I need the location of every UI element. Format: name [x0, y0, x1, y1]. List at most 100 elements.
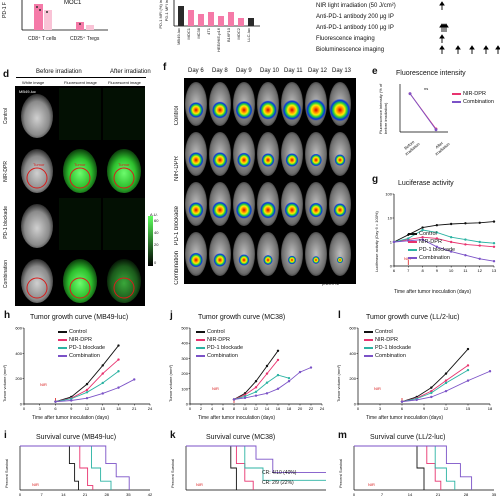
panel-f: Day 6 Day 8 Day 9 Day 10 Day 11 Day 12 D…: [172, 66, 358, 290]
data-point: [421, 226, 424, 229]
panel-b-xlabel: MOC2: [236, 28, 241, 40]
panel-j-label: j: [170, 310, 173, 321]
data-point: [287, 376, 291, 380]
day-label: Day 10: [260, 68, 280, 74]
panel-d-model: MB49-luc: [19, 89, 36, 94]
legend-label: NIR-DPR: [463, 91, 486, 97]
day-label: Day 6: [188, 68, 204, 74]
survival-curve: [20, 445, 79, 490]
panel-f-days: Day 6 Day 8 Day 9 Day 10 Day 11 Day 12 D…: [186, 66, 358, 76]
legend-label: Combination: [463, 99, 494, 105]
image-row-pd1: [21, 198, 145, 250]
bio-signal: [188, 101, 204, 119]
data-point: [430, 395, 433, 399]
image-row-nir-dpr: [21, 149, 141, 193]
series-line: [55, 359, 119, 403]
legend-label: PD-1 blockade: [207, 345, 244, 351]
panel-g-legend: Control NIR-DPR PD-1 blockade Combinatio…: [408, 230, 455, 262]
panel-c-row: Bioluminescence imaging: [316, 47, 385, 53]
data-point: [444, 372, 448, 375]
panel-f-row-label: PD-1 blockade: [174, 206, 180, 246]
day-label: Day 11: [284, 68, 303, 74]
data-point: [466, 347, 470, 351]
data-point: [444, 379, 448, 382]
x-tick-label: 13: [492, 268, 497, 273]
series-line: [233, 374, 290, 400]
panel-c-row: NIR light irradiation (50 J/cm²): [316, 3, 396, 9]
x-tick-label: 14: [61, 492, 66, 497]
x-tick-label: 15: [101, 406, 106, 411]
panel-d: Before irradiation After irradiation Whi…: [0, 66, 160, 306]
data-point: [492, 220, 496, 223]
data-point: [444, 389, 448, 393]
y-tick-label: 1: [390, 240, 393, 245]
data-point: [466, 379, 470, 382]
data-point: [265, 364, 269, 368]
data-point: [117, 344, 120, 347]
data-point: [434, 128, 438, 132]
panel-b-xlabel: MB49-luc: [176, 28, 181, 45]
series-line: [401, 369, 469, 403]
panel-b-xlabel: MOC1: [186, 28, 191, 40]
panel-h-chart: 600 400 200 00 3 6 9 12 15 18 21 24: [15, 326, 153, 412]
y-tick-label: 0: [20, 402, 23, 407]
bio-signal: [189, 252, 203, 268]
y-tick-label: 400: [15, 351, 22, 356]
day-label: Day 8: [212, 68, 228, 74]
panel-f-scale-label: p/s/cm²/sr: [322, 281, 340, 286]
panel-i-title: Survival curve (MB49-luc): [36, 434, 117, 441]
panel-b-xlabel: MC38: [196, 28, 201, 39]
bio-signal: [212, 101, 228, 119]
panel-h-label: h: [4, 310, 11, 321]
x-tick-label: 7: [41, 492, 44, 497]
panel-d-label: d: [3, 69, 10, 80]
tumor-label: Tumor: [118, 162, 130, 167]
day-label: Day 9: [236, 68, 252, 74]
panel-g: 100 10 1 0 6 7 8 9 10 11 12 13 Luciferase activity …: [372, 188, 500, 296]
survival-curve: [354, 445, 473, 490]
panel-a: PD-1 F MOC1 CD8⁺ T cells CD25⁺ Tregs: [0, 0, 110, 55]
panel-d-row-label: Control: [3, 108, 9, 125]
panel-g-xlabel: Time after tumor inoculation (days): [394, 289, 472, 295]
data-point: [276, 349, 280, 352]
x-tick-label: 9: [423, 406, 426, 411]
survival-curve: [20, 445, 94, 490]
y-tick-label: 0: [390, 264, 393, 269]
panel-m-nir: NIR: [368, 482, 375, 487]
legend-label: Combination: [375, 353, 406, 359]
data-point: [243, 396, 247, 400]
x-tick-label: 11: [463, 268, 468, 273]
bio-signal: [306, 99, 326, 121]
survival-curve: [186, 445, 237, 490]
series-line: [55, 379, 135, 403]
panel-m-title: Survival curve (LL/2-luc): [370, 434, 446, 441]
panel-m-ylabel: Percent Survival: [338, 458, 343, 488]
bio-mouse: [329, 132, 351, 176]
panel-f-row-label: Combination: [174, 251, 180, 285]
data-point: [276, 358, 280, 362]
data-point: [421, 236, 424, 239]
bio-signal: [284, 201, 300, 219]
panel-d-col-fluo2: Fluorescent image: [108, 80, 141, 85]
panel-c-row: Anti-PD-1 antibody 100 μg IP: [316, 25, 394, 31]
data-point: [466, 364, 470, 367]
panel-b-xlabel: B16F10: [226, 28, 231, 43]
image-row-control: [21, 88, 145, 140]
bar-cd8-pink: [34, 4, 43, 30]
data-point: [444, 381, 448, 385]
y-tick-label: 600: [15, 326, 22, 331]
panel-k-annot1: CR: 4/10 (40%): [262, 470, 297, 476]
y-tick-label: 300: [181, 356, 188, 361]
x-tick-label: 12: [254, 406, 259, 411]
bio-signal: [263, 254, 273, 266]
colorbar-tick: 0: [154, 260, 157, 265]
data-point: [435, 231, 439, 234]
data-point: [400, 400, 404, 403]
x-tick-label: 28: [464, 492, 469, 497]
panel-e-label: e: [372, 66, 378, 77]
x-tick-label: 18: [287, 406, 292, 411]
panel-g-title: Luciferase activity: [398, 180, 454, 187]
bio-signal: [188, 201, 204, 219]
x-tick-label: 0: [19, 492, 22, 497]
colorbar-tick: 20: [154, 242, 159, 247]
